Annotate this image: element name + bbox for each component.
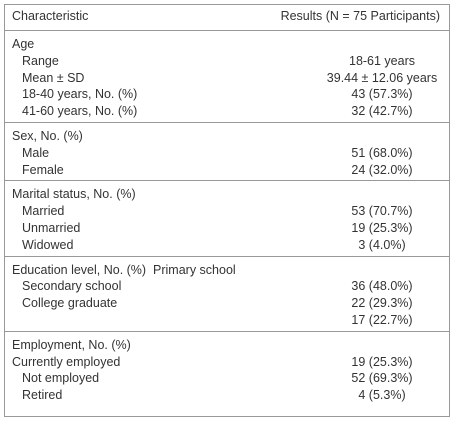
row-value: 22 (29.3%) — [351, 296, 413, 311]
row-value: 17 (22.7%) — [351, 313, 413, 327]
row-value: 53 (70.7%) — [351, 204, 413, 219]
row-label: Unmarried — [22, 221, 81, 235]
row-value: 18-61 years — [348, 53, 416, 68]
row-label: Widowed — [22, 237, 74, 252]
table-border — [4, 4, 450, 417]
row-value: 52 (69.3%) — [351, 371, 413, 386]
section-heading: Marital status, No. (%) — [12, 187, 136, 202]
section-rule — [4, 255, 450, 257]
row-value: 4 (5.3%) — [358, 388, 406, 403]
row-value: 39.44 ± 12.06 years — [326, 70, 438, 85]
section-heading: Currently employed — [12, 354, 121, 369]
section-heading: Education level, No. (%) Primary school — [12, 262, 236, 277]
section-rule — [4, 180, 450, 182]
row-value: 19 (25.3%) — [351, 221, 413, 235]
section-heading: Sex, No. (%) — [12, 129, 83, 143]
row-value: 51 (68.0%) — [351, 145, 413, 160]
section-rule — [4, 122, 450, 123]
row-label: Male — [22, 145, 50, 160]
header-results: Results (N = 75 Participants) — [280, 9, 440, 23]
row-label: Retired — [22, 388, 63, 403]
row-value: 19 (25.3%) — [351, 354, 413, 369]
row-value: 3 (4.0%) — [358, 237, 406, 252]
row-label: Female — [22, 162, 64, 177]
row-label: 18-40 years, No. (%) — [22, 87, 138, 102]
row-label: Mean ± SD — [22, 70, 85, 85]
row-label: College graduate — [22, 296, 118, 311]
section-heading: Employment, No. (%) — [12, 337, 131, 352]
row-label: Married — [22, 204, 65, 219]
row-label: Not employed — [22, 371, 100, 386]
row-label: 41-60 years, No. (%) — [22, 104, 138, 119]
section-rule — [4, 330, 450, 332]
row-value: 43 (57.3%) — [351, 87, 413, 102]
header-characteristic: Characteristic — [12, 9, 89, 23]
row-value: 32 (42.7%) — [351, 104, 413, 119]
section-heading: Age — [12, 37, 35, 51]
row-value: 36 (48.0%) — [351, 279, 413, 294]
header-rule — [4, 30, 450, 31]
row-value: 24 (32.0%) — [351, 162, 413, 177]
row-label: Range — [22, 53, 59, 68]
row-label: Secondary school — [22, 279, 122, 294]
